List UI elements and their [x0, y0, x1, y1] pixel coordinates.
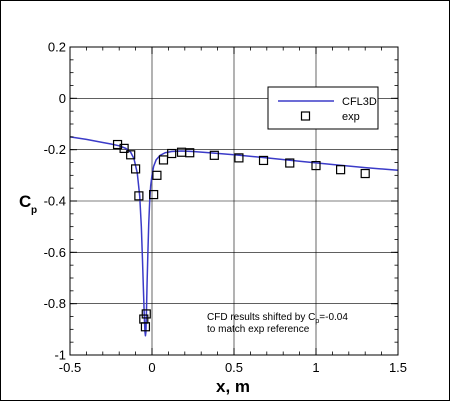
data-point-exp — [119, 143, 129, 153]
x-tick-label: 0 — [148, 360, 155, 375]
y-tick-label: 0.2 — [48, 40, 66, 55]
x-tick-label: -0.5 — [59, 360, 81, 375]
data-point-exp — [149, 189, 159, 200]
x-tick-label: 1 — [312, 360, 319, 375]
ticks — [69, 46, 399, 356]
y-tick-label: -0.8 — [44, 296, 66, 311]
data-point-exp — [209, 150, 219, 160]
y-tick-label: -0.4 — [44, 194, 66, 209]
x-axis-title: x, m — [216, 377, 250, 396]
x-tick-label: 0.5 — [225, 360, 243, 375]
data-point-exp — [360, 168, 370, 179]
y-axis-title-main: C — [19, 192, 31, 211]
tick-labels: -0.5 0 0.5 1 1.5 0.2 0 -0.2 -0.4 -0.6 -0.8 -1 — [44, 40, 407, 376]
y-tick-label: 0 — [59, 91, 66, 106]
y-tick-label: -0.6 — [44, 245, 66, 260]
series-layer — [69, 136, 399, 337]
data-point-exp — [152, 170, 162, 180]
data-point-exp — [141, 309, 151, 319]
series-line-cfl3d — [69, 136, 399, 337]
data-point-exp — [234, 153, 244, 163]
legend-box — [267, 86, 379, 130]
data-point-exp — [126, 150, 136, 160]
annotation: CFD results shifted by Cp=-0.04 to match… — [207, 312, 348, 335]
x-tick-label: 1.5 — [389, 360, 407, 375]
data-point-exp — [134, 191, 144, 201]
data-point-exp — [167, 148, 177, 159]
y-axis-title-sub: p — [31, 205, 37, 216]
data-point-exp — [311, 160, 321, 171]
y-axis-title: C p — [19, 192, 37, 216]
y-tick-label: -0.2 — [44, 142, 66, 157]
data-point-exp — [140, 322, 151, 332]
legend: CFL3D exp — [267, 86, 379, 130]
legend-marker-exp — [300, 111, 311, 121]
data-point-exp — [285, 158, 295, 168]
legend-label-cfl3d: CFL3D — [342, 96, 377, 108]
annotation-line-1: CFD results shifted by Cp=-0.04 — [207, 312, 348, 325]
data-point-exp — [336, 165, 346, 175]
data-point-exp — [185, 148, 195, 158]
data-point-exp — [131, 164, 141, 174]
data-point-exp — [158, 155, 169, 165]
y-tick-label: -1 — [54, 348, 66, 363]
data-point-exp — [258, 155, 269, 166]
legend-label-exp: exp — [342, 111, 360, 123]
annotation-line-2: to match exp reference — [207, 324, 310, 335]
